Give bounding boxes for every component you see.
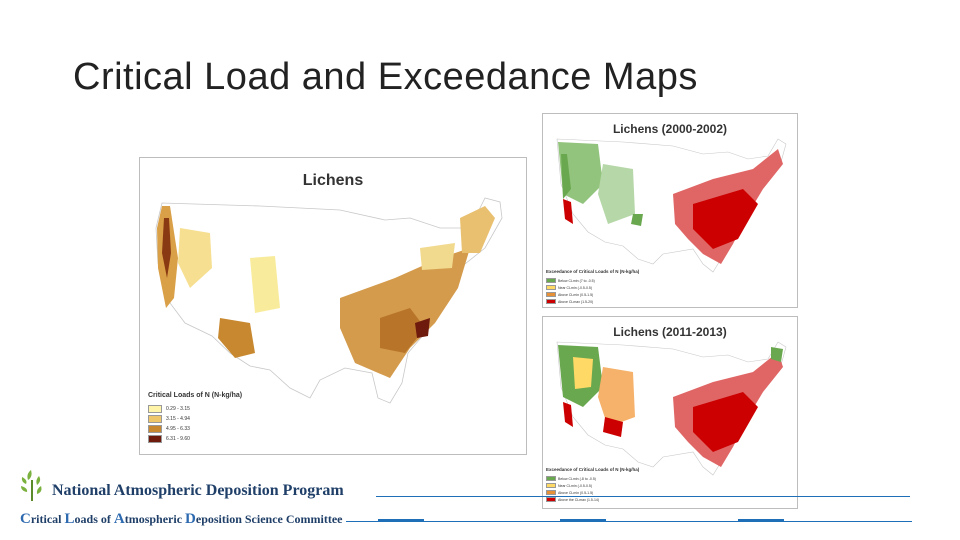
legend-swatch [546,278,556,283]
legend-swatch [148,435,162,443]
footer-rule [378,519,424,521]
lichens-critical-load-map: Lichens Critical Loads of N (N-kg/ha) 0.… [139,157,527,455]
footer-rule [346,521,912,522]
lichens-exceedance-map-2000-2002: Lichens (2000-2002) Exceedance of Critic… [542,113,798,308]
legend-swatch [546,490,556,495]
legend-item: 6.31 - 9.60 [148,434,242,444]
legend-title: Exceedance of Critical Loads of N (N-kg/… [546,467,640,472]
legend-swatch [546,299,556,304]
us-exceedance-map-image [556,138,787,273]
legend-swatch [546,285,556,290]
legend-item: Near CLmin (-0.5-0.5) [546,482,639,489]
legend-swatch [148,415,162,423]
footer-rule [560,519,606,521]
lichens-exceedance-map-2011-2013: Lichens (2011-2013) Exceedance of Critic… [542,316,798,509]
legend-swatch [546,483,556,488]
footer-rule [738,519,784,521]
legend-item: Near CLmin (-0.5-0.5) [546,284,639,291]
map-title: Lichens (2000-2002) [612,122,728,136]
us-exceedance-map-image [556,341,787,476]
committee-name: Critical Loads of Atmospheric Deposition… [20,511,343,527]
legend-swatch [546,476,556,481]
legend-title: Exceedance of Critical Loads of N (N-kg/… [546,269,640,274]
us-critical-load-map-image [155,197,503,404]
legend-swatch [546,292,556,297]
map-title: Lichens [302,172,364,189]
program-name: National Atmospheric Deposition Program [52,482,344,499]
legend-swatch [546,497,556,502]
legend-item: Above CLmin (0.5-1.5) [546,291,639,298]
legend-swatch [148,405,162,413]
plant-sprout-icon [21,470,42,501]
legend-item: 3.15 - 4.94 [148,414,242,424]
legend-item: 0.29 - 3.15 [148,404,242,414]
legend: Critical Loads of N (N-kg/ha) 0.29 - 3.1… [148,392,242,444]
legend: Exceedance of Critical Loads of N (N-kg/… [546,269,639,305]
legend: Exceedance of Critical Loads of N (N-kg/… [546,467,639,503]
map-title: Lichens (2011-2013) [613,325,727,339]
legend-item: Above the CLmax (1.5-14) [546,496,639,503]
nadp-logo: National Atmospheric Deposition Program … [15,468,360,534]
legend-item: Below CLmin (7 to -0.5) [546,277,639,284]
legend-item: Above CLmax (1.5-20) [546,298,639,305]
slide-title: Critical Load and Exceedance Maps [73,56,698,98]
legend-swatch [148,425,162,433]
footer-rule [376,496,910,497]
legend-item: Below CLmin (-8 to -0.5) [546,475,639,482]
legend-item: Above CLmin (0.5-1.5) [546,489,639,496]
legend-title: Critical Loads of N (N-kg/ha) [148,392,243,399]
legend-item: 4.95 - 6.33 [148,424,242,434]
